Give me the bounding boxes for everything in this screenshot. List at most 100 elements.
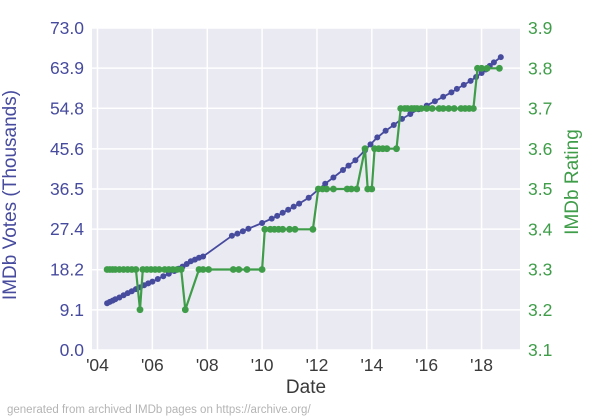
x-tick-label: '14 (360, 355, 383, 375)
votes-point (239, 228, 246, 235)
y-left-tick-label: 73.0 (50, 18, 84, 38)
caption: generated from archived IMDb pages on ht… (7, 404, 311, 416)
votes-point (268, 215, 275, 222)
y-right-tick-labels: 3.1 3.2 3.3 3.4 3.5 3.6 3.7 3.8 3.9 (528, 18, 553, 360)
votes-point (467, 77, 474, 84)
rating-point (155, 266, 163, 273)
rating-point (177, 266, 185, 273)
votes-point (460, 81, 467, 88)
rating-point (483, 64, 491, 72)
x-tick-label: '18 (470, 355, 493, 375)
y-right-tick-label: 3.7 (528, 99, 552, 119)
votes-point (390, 122, 397, 128)
y-right-tick-label: 3.6 (528, 139, 552, 159)
votes-point (345, 162, 352, 169)
votes-point (259, 220, 266, 226)
y-left-tick-label: 45.6 (50, 139, 84, 159)
rating-point (361, 145, 369, 153)
rating-point (291, 225, 299, 233)
y-left-tick-label: 54.8 (50, 98, 84, 118)
x-tick-labels: '04 '06 '08 '10 '12 '14 '16 '18 (86, 355, 493, 375)
votes-point (149, 278, 156, 285)
votes-point (285, 206, 292, 213)
votes-point (440, 93, 447, 100)
x-tick-label: '04 (86, 355, 109, 375)
y-left-tick-label: 0.0 (60, 340, 85, 360)
y-right-tick-label: 3.4 (528, 219, 553, 239)
y-right-tick-label: 3.1 (528, 340, 552, 360)
rating-point (347, 185, 355, 193)
votes-point (490, 59, 497, 66)
votes-point (154, 276, 161, 282)
rating-point (205, 266, 213, 273)
votes-point (245, 225, 252, 232)
x-tick-label: '10 (251, 355, 274, 375)
rating-point (286, 225, 293, 233)
x-axis-title: Date (286, 377, 326, 398)
rating-point (309, 225, 317, 233)
rating-point (417, 105, 425, 112)
rating-point (445, 105, 453, 112)
votes-point (478, 70, 485, 76)
rating-point (496, 64, 503, 72)
votes-point (274, 212, 281, 219)
votes-point (340, 167, 346, 173)
rating-point (439, 105, 447, 112)
votes-point (453, 85, 460, 92)
y-left-axis-title: IMDb Votes (Thousands) (0, 90, 21, 300)
y-right-tick-label: 3.2 (528, 300, 552, 320)
y-right-tick-label: 3.5 (528, 179, 552, 199)
y-right-tick-label: 3.3 (528, 260, 552, 280)
y-left-tick-label: 63.9 (50, 58, 84, 78)
rating-point (323, 185, 330, 193)
votes-point (330, 174, 337, 181)
votes-point (200, 253, 207, 260)
votes-point (322, 180, 329, 187)
votes-point (228, 232, 235, 239)
gridlines (92, 27, 520, 351)
rating-point (229, 266, 237, 273)
votes-point (367, 141, 374, 148)
rating-point (368, 185, 376, 193)
y-left-tick-label: 27.4 (50, 219, 84, 239)
votes-point (234, 230, 241, 237)
x-tick-label: '06 (141, 355, 164, 375)
votes-point (352, 157, 359, 164)
votes-point (290, 203, 297, 210)
votes-point (448, 89, 455, 96)
rating-point (261, 225, 269, 233)
x-tick-label: '08 (196, 355, 219, 375)
votes-point (374, 134, 381, 141)
y-left-tick-labels: 0.0 9.1 18.2 27.4 36.5 45.6 54.8 63.9 73.0 (50, 18, 84, 360)
rating-point (450, 105, 458, 112)
rating-point (136, 306, 144, 314)
y-left-tick-label: 9.1 (60, 300, 84, 320)
rating-point (423, 105, 431, 112)
rating-point (235, 266, 243, 273)
x-tick-label: '16 (415, 355, 438, 375)
y-right-tick-label: 3.9 (528, 18, 552, 38)
votes-point (431, 98, 438, 105)
x-tick-label: '12 (306, 355, 329, 375)
rating-series (103, 64, 503, 314)
rating-point (470, 105, 477, 112)
y-left-tick-label: 18.2 (50, 260, 84, 280)
votes-point (160, 273, 167, 280)
rating-point (478, 64, 485, 72)
votes-point (407, 111, 414, 117)
rating-point (132, 266, 140, 273)
rating-point (353, 185, 361, 193)
rating-point (199, 266, 207, 273)
rating-point (181, 306, 189, 314)
y-right-tick-label: 3.8 (528, 58, 552, 78)
votes-point (296, 200, 303, 207)
rating-point (393, 145, 400, 153)
votes-point (382, 127, 389, 134)
rating-point (383, 145, 391, 153)
votes-point (305, 194, 312, 201)
rating-point (279, 225, 287, 233)
y-right-axis-title: IMDb Rating (562, 129, 583, 235)
y-left-tick-label: 36.5 (50, 179, 84, 199)
rating-point (428, 105, 436, 112)
